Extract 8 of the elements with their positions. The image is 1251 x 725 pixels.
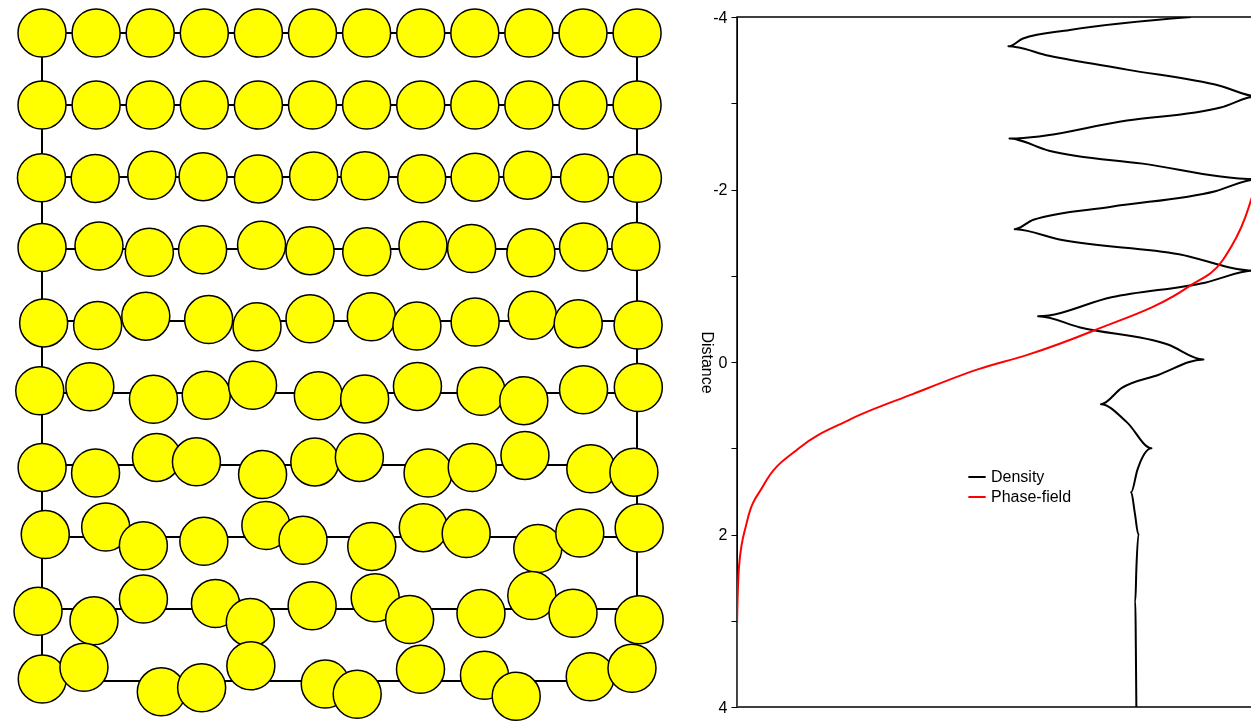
y-tick-label: -4 [713, 8, 728, 26]
legend-label: Phase-field [991, 488, 1072, 505]
y-tick-label: 0 [718, 353, 728, 371]
y-tick-label: -2 [713, 181, 728, 198]
legend-label: Density [991, 468, 1045, 485]
y-axis-title: Distance [699, 331, 717, 394]
y-tick-label: 4 [718, 698, 728, 716]
y-tick-label: 2 [718, 526, 728, 543]
